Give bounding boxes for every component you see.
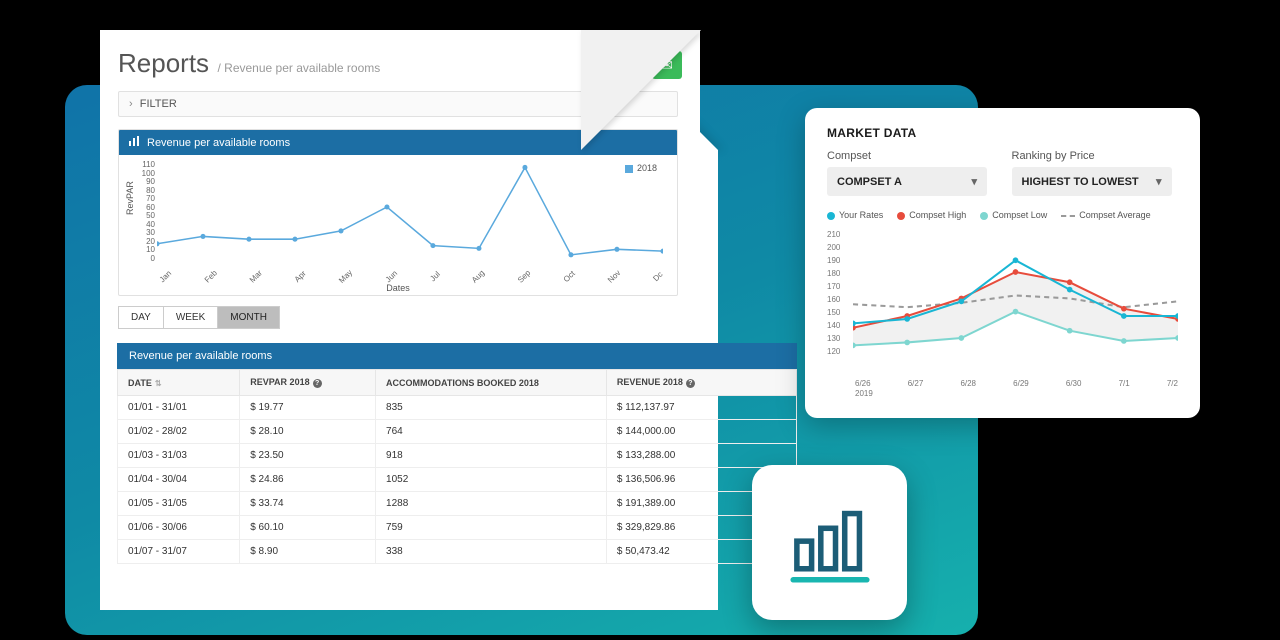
revpar-table-card: Revenue per available rooms DATE⇅REVPAR …: [117, 343, 797, 564]
table-title: Revenue per available rooms: [117, 343, 797, 369]
table-cell: $ 19.77: [240, 396, 376, 420]
table-cell: 01/05 - 31/05: [118, 492, 240, 516]
market-data-card: MARKET DATA Compset COMPSET A ▾ Ranking …: [805, 108, 1200, 418]
y-axis-ticks: 1101009080706050403020100: [139, 161, 155, 263]
ranking-label: Ranking by Price: [1012, 150, 1179, 162]
table-cell: $ 28.10: [240, 420, 376, 444]
x-axis-ticks: JanFebMarAprMayJunJulAugSepOctNovDc: [159, 272, 663, 281]
table-cell: 01/03 - 31/03: [118, 444, 240, 468]
legend-low: Compset Low: [992, 210, 1047, 220]
table-cell: 01/04 - 30/04: [118, 468, 240, 492]
table-cell: 01/01 - 31/01: [118, 396, 240, 420]
market-title: MARKET DATA: [827, 126, 1178, 140]
table-header[interactable]: DATE⇅: [118, 370, 240, 396]
table-row[interactable]: 01/06 - 30/06$ 60.10759$ 329,829.86: [118, 516, 797, 540]
legend-your: Your Rates: [839, 210, 883, 220]
chevron-down-icon: ▾: [971, 175, 977, 188]
compset-value: COMPSET A: [837, 176, 902, 188]
filter-label: FILTER: [140, 98, 177, 110]
legend-high: Compset High: [909, 210, 966, 220]
table-cell: 1052: [376, 468, 607, 492]
dash-icon: [1061, 215, 1075, 217]
compset-select[interactable]: COMPSET A ▾: [827, 167, 987, 196]
table-cell: $ 8.90: [240, 540, 376, 564]
table-cell: 759: [376, 516, 607, 540]
compset-label: Compset: [827, 150, 994, 162]
y-axis-label: RevPAR: [125, 181, 135, 215]
dot-icon: [897, 212, 905, 220]
chart-title: Revenue per available rooms: [147, 137, 290, 149]
bar-chart-icon-card: [752, 465, 907, 620]
table-cell: 01/07 - 31/07: [118, 540, 240, 564]
table-cell: 918: [376, 444, 607, 468]
page-title: Reports / Revenue per available rooms: [118, 48, 380, 79]
table-cell: $ 112,137.97: [606, 396, 796, 420]
market-y-ticks: 210200190180170160150140130120: [827, 228, 840, 358]
dot-icon: [980, 212, 988, 220]
table-header[interactable]: REVENUE 2018?: [606, 370, 796, 396]
ranking-value: HIGHEST TO LOWEST: [1022, 176, 1139, 188]
reports-subtitle: / Revenue per available rooms: [218, 61, 381, 75]
dot-icon: [827, 212, 835, 220]
chevron-right-icon: ›: [129, 98, 133, 110]
table-cell: $ 33.74: [240, 492, 376, 516]
chevron-down-icon: ▾: [1156, 175, 1162, 188]
report-paper-fold: [581, 30, 701, 150]
table-cell: 01/02 - 28/02: [118, 420, 240, 444]
table-row[interactable]: 01/02 - 28/02$ 28.10764$ 144,000.00: [118, 420, 797, 444]
table-cell: 01/06 - 30/06: [118, 516, 240, 540]
table-cell: 835: [376, 396, 607, 420]
table-row[interactable]: 01/03 - 31/03$ 23.50918$ 133,288.00: [118, 444, 797, 468]
table-header[interactable]: ACCOMMODATIONS BOOKED 2018: [376, 370, 607, 396]
bar-chart-icon: [784, 497, 876, 589]
tab-month[interactable]: MONTH: [218, 306, 280, 329]
revpar-chart-card: Revenue per available rooms RevPAR 11010…: [118, 129, 678, 296]
table-cell: 338: [376, 540, 607, 564]
table-row[interactable]: 01/01 - 31/01$ 19.77835$ 112,137.97: [118, 396, 797, 420]
table-row[interactable]: 01/07 - 31/07$ 8.90338$ 50,473.42: [118, 540, 797, 564]
revpar-line-chart: [157, 161, 663, 262]
table-row[interactable]: 01/04 - 30/04$ 24.861052$ 136,506.96: [118, 468, 797, 492]
table-cell: 1288: [376, 492, 607, 516]
tab-day[interactable]: DAY: [118, 306, 164, 329]
table-cell: 764: [376, 420, 607, 444]
market-line-chart: [853, 228, 1178, 360]
x-axis-label: Dates: [119, 283, 677, 293]
market-legend: Your Rates Compset High Compset Low Comp…: [827, 210, 1178, 220]
market-x-year: 2019: [855, 389, 873, 398]
ranking-select[interactable]: HIGHEST TO LOWEST ▾: [1012, 167, 1172, 196]
bar-chart-icon: [129, 136, 141, 149]
table-header[interactable]: REVPAR 2018?: [240, 370, 376, 396]
table-row[interactable]: 01/05 - 31/05$ 33.741288$ 191,389.00: [118, 492, 797, 516]
reports-title: Reports: [118, 48, 209, 78]
table-cell: $ 24.86: [240, 468, 376, 492]
period-tabs: DAY WEEK MONTH: [118, 306, 682, 329]
table-cell: $ 60.10: [240, 516, 376, 540]
tab-week[interactable]: WEEK: [164, 306, 218, 329]
legend-avg: Compset Average: [1079, 210, 1150, 220]
revpar-table: DATE⇅REVPAR 2018?ACCOMMODATIONS BOOKED 2…: [117, 369, 797, 564]
table-cell: $ 23.50: [240, 444, 376, 468]
table-cell: $ 144,000.00: [606, 420, 796, 444]
market-x-ticks: 6/266/276/286/296/307/17/2: [855, 379, 1178, 388]
table-cell: $ 133,288.00: [606, 444, 796, 468]
